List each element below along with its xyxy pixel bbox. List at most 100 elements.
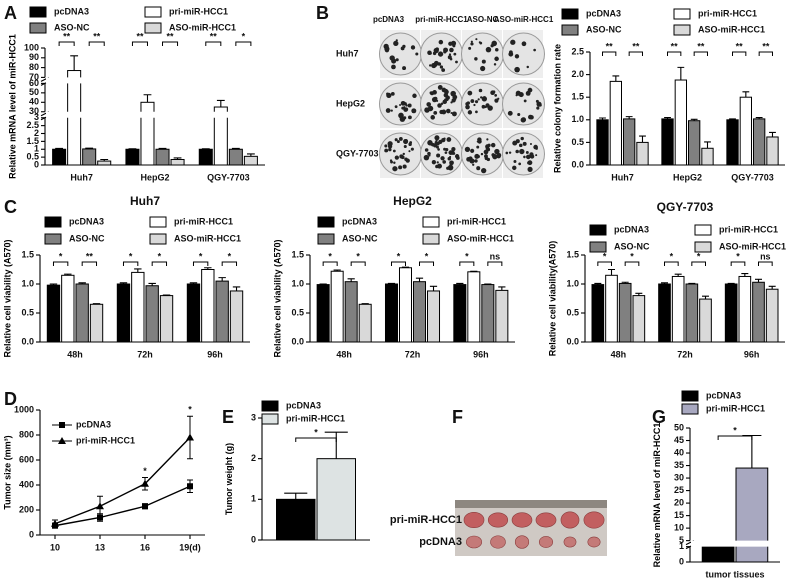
- colony: [480, 152, 484, 156]
- bar: [215, 280, 229, 343]
- colony: [395, 58, 399, 62]
- y-axis-label-text: Tumor weight (g): [224, 442, 235, 516]
- legend-swatch: [261, 413, 279, 425]
- colony: [479, 41, 483, 45]
- error-bar: [401, 266, 410, 268]
- annotation: *: [188, 405, 192, 415]
- legend-swatch: [561, 8, 579, 20]
- colony: [525, 151, 529, 154]
- significance-bracket: [758, 261, 773, 266]
- row-label: Huh7: [336, 48, 359, 58]
- y-tick-label: 1: [679, 541, 684, 551]
- error-bar: [64, 273, 72, 276]
- significance-label: *: [697, 251, 701, 261]
- legend-swatch: [422, 216, 440, 228]
- y-tick-label: 25: [674, 485, 684, 495]
- legend-label: pcDNA3: [586, 8, 621, 18]
- y-tick-label: 1.0: [291, 278, 304, 288]
- chart-title: Huh7: [130, 194, 160, 208]
- significance-label: **: [606, 41, 614, 51]
- colony: [447, 164, 454, 171]
- y-tick-label: 1.5: [291, 249, 304, 259]
- colony: [392, 149, 396, 153]
- colony: [476, 166, 481, 171]
- y-axis-label-text: Relative cell viability (A570): [2, 239, 13, 358]
- x-tick-label: Huh7: [70, 172, 93, 182]
- significance-label: **: [63, 31, 71, 41]
- legend-swatch: [589, 224, 607, 236]
- legend-label: ASO-miR-HCC1: [447, 233, 514, 243]
- colony: [443, 47, 449, 53]
- colony: [449, 57, 453, 61]
- colony: [449, 47, 454, 53]
- legend-label: ASO-miR-HCC1: [174, 233, 241, 243]
- legend-swatch: [149, 233, 167, 245]
- bar: [618, 282, 632, 343]
- legend-label: pri-miR-HCC1: [447, 216, 506, 226]
- significance-bracket: [52, 261, 69, 266]
- tumor-photo-edge: [455, 500, 607, 508]
- series-line: [54, 437, 191, 525]
- colony: [402, 152, 405, 156]
- bar: [674, 79, 687, 166]
- legend-label: ASO-NC: [54, 22, 90, 32]
- y-tick-label: 30: [674, 472, 684, 482]
- error-bar: [599, 117, 606, 120]
- y-axis-label-text: Relative cell viability(A570): [547, 240, 558, 357]
- bar: [82, 148, 97, 166]
- bar: [766, 136, 779, 166]
- colony: [441, 87, 447, 93]
- colony: [398, 137, 403, 141]
- legend-swatch: [144, 6, 162, 18]
- legend-swatch: [589, 241, 607, 253]
- colony: [423, 154, 430, 161]
- y-tick-label: 1.5: [571, 92, 584, 102]
- error-bar: [688, 282, 696, 284]
- colony: [410, 45, 416, 50]
- colony: [494, 148, 500, 155]
- bar: [671, 275, 685, 343]
- panel-letter: A: [4, 3, 17, 23]
- tumor: [465, 535, 483, 549]
- colony: [404, 157, 408, 162]
- colony: [403, 138, 408, 144]
- colony: [493, 63, 497, 66]
- y-tick-label: 1.5: [21, 249, 34, 259]
- colony: [455, 60, 458, 64]
- significance-bracket: [221, 261, 238, 266]
- y-axis-label: Relative colony formation rate: [552, 44, 562, 173]
- colony: [437, 85, 443, 90]
- significance-bracket: [758, 51, 773, 56]
- colony: [410, 147, 414, 151]
- colony: [415, 52, 419, 56]
- legend-label: ASO-NC: [342, 233, 378, 243]
- colony: [403, 102, 407, 106]
- x-tick-label: 72h: [137, 349, 153, 359]
- significance-label: ns: [490, 251, 501, 261]
- colony: [510, 39, 516, 45]
- legend-swatch: [681, 390, 699, 402]
- point: [51, 519, 59, 527]
- colony: [475, 110, 478, 114]
- colony: [427, 50, 432, 56]
- y-axis-label: Relative cell viability (A570): [2, 239, 13, 358]
- significance-label: *: [129, 251, 133, 261]
- panel-letter: C: [4, 197, 17, 217]
- colony: [384, 46, 390, 52]
- bar: [658, 283, 671, 343]
- bar: [413, 281, 427, 343]
- error-bar: [727, 282, 735, 284]
- y-tick-label: 1.0: [566, 278, 579, 288]
- y-tick-label: 40: [29, 97, 39, 107]
- significance-label: **: [167, 31, 175, 41]
- colony: [494, 56, 499, 62]
- colony: [521, 41, 527, 47]
- bar: [636, 141, 649, 166]
- legend-label: pri-miR-HCC1: [286, 413, 345, 423]
- bar: [61, 274, 75, 343]
- significance-bracket: [624, 261, 640, 266]
- colony: [519, 148, 525, 155]
- error-bar: [92, 303, 101, 305]
- bar: [623, 118, 636, 166]
- error-bar: [119, 282, 128, 284]
